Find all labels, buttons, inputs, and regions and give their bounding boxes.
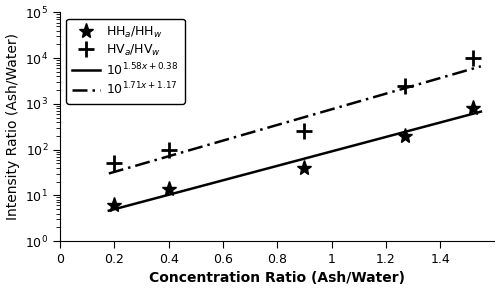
10$^{1.58x+0.38}$ bbox=[107, 209, 113, 212]
Line: 10$^{1.58x+0.38}$: 10$^{1.58x+0.38}$ bbox=[109, 112, 481, 211]
Legend: HH$_a$/HH$_w$, HV$_a$/HV$_w$, 10$^{1.58x+0.38}$, 10$^{1.71x+1.17}$: HH$_a$/HH$_w$, HV$_a$/HV$_w$, 10$^{1.58x… bbox=[66, 19, 185, 104]
HV$_a$/HV$_w$ bbox=[166, 148, 172, 151]
Line: HV$_a$/HV$_w$: HV$_a$/HV$_w$ bbox=[106, 50, 481, 172]
HH$_a$/HH$_w$ bbox=[470, 107, 476, 110]
X-axis label: Concentration Ratio (Ash/Water): Concentration Ratio (Ash/Water) bbox=[149, 272, 405, 285]
10$^{1.71x+1.17}$ bbox=[106, 172, 112, 175]
HV$_a$/HV$_w$ bbox=[402, 84, 408, 87]
10$^{1.58x+0.38}$ bbox=[420, 125, 426, 129]
10$^{1.71x+1.17}$ bbox=[334, 106, 340, 110]
Y-axis label: Intensity Ratio (Ash/Water): Intensity Ratio (Ash/Water) bbox=[6, 33, 20, 220]
HH$_a$/HH$_w$ bbox=[302, 166, 308, 170]
HH$_a$/HH$_w$ bbox=[166, 187, 172, 190]
10$^{1.58x+0.38}$ bbox=[478, 110, 484, 113]
Line: HH$_a$/HH$_w$: HH$_a$/HH$_w$ bbox=[106, 101, 480, 213]
10$^{1.71x+1.17}$ bbox=[420, 81, 426, 85]
10$^{1.71x+1.17}$ bbox=[107, 171, 113, 175]
10$^{1.58x+0.38}$ bbox=[326, 150, 332, 154]
Line: 10$^{1.71x+1.17}$: 10$^{1.71x+1.17}$ bbox=[109, 66, 481, 173]
HV$_a$/HV$_w$ bbox=[470, 56, 476, 60]
HH$_a$/HH$_w$ bbox=[402, 134, 408, 138]
10$^{1.71x+1.17}$ bbox=[328, 108, 334, 111]
HV$_a$/HV$_w$ bbox=[112, 162, 117, 165]
HH$_a$/HH$_w$ bbox=[112, 204, 117, 207]
10$^{1.71x+1.17}$ bbox=[443, 74, 449, 78]
10$^{1.71x+1.17}$ bbox=[326, 108, 332, 112]
10$^{1.71x+1.17}$ bbox=[478, 65, 484, 68]
10$^{1.58x+0.38}$ bbox=[443, 119, 449, 123]
HV$_a$/HV$_w$ bbox=[302, 130, 308, 133]
10$^{1.58x+0.38}$ bbox=[328, 150, 334, 153]
10$^{1.58x+0.38}$ bbox=[334, 148, 340, 152]
10$^{1.58x+0.38}$ bbox=[106, 209, 112, 212]
